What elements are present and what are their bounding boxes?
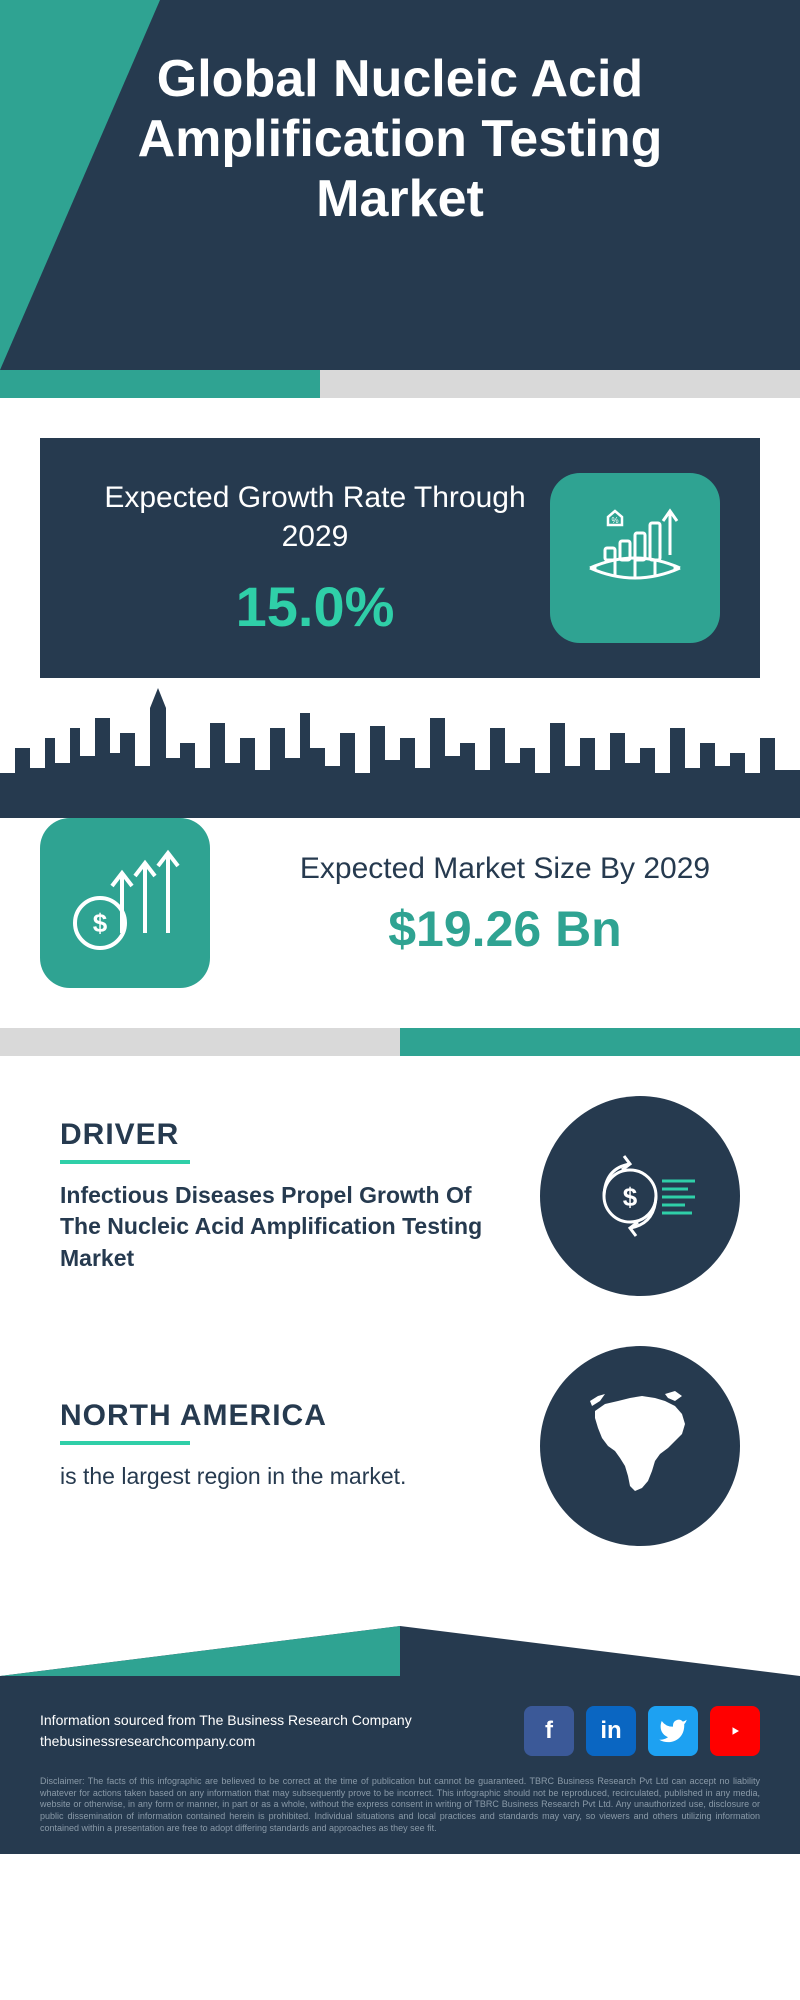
source-line-1: Information sourced from The Business Re… [40, 1710, 412, 1731]
social-icons: f in [524, 1706, 760, 1756]
underline-accent [60, 1160, 190, 1164]
growth-rate-value: 15.0% [80, 574, 550, 639]
page-title: Global Nucleic Acid Amplification Testin… [60, 50, 740, 229]
dollar-growth-icon: $ [40, 818, 210, 988]
market-size-value: $19.26 Bn [250, 900, 760, 958]
growth-rate-label: Expected Growth Rate Through 2029 [80, 478, 550, 556]
region-title: NORTH AMERICA [60, 1399, 510, 1433]
growth-rate-panel: Expected Growth Rate Through 2029 15.0% [40, 438, 760, 678]
header-banner: Global Nucleic Acid Amplification Testin… [0, 0, 800, 370]
youtube-icon[interactable] [710, 1706, 760, 1756]
svg-text:$: $ [623, 1182, 638, 1212]
driver-section: DRIVER Infectious Diseases Propel Growth… [60, 1096, 740, 1296]
market-size-panel: $ Expected Market Size By 2029 $19.26 Bn [40, 818, 760, 988]
dollar-exchange-icon: $ [540, 1096, 740, 1296]
footer: Information sourced from The Business Re… [0, 1676, 800, 1854]
skyline-decoration [0, 678, 800, 818]
twitter-icon[interactable] [648, 1706, 698, 1756]
linkedin-icon[interactable]: in [586, 1706, 636, 1756]
disclaimer-text: Disclaimer: The facts of this infographi… [40, 1776, 760, 1834]
market-size-label: Expected Market Size By 2029 [250, 849, 760, 888]
driver-title: DRIVER [60, 1118, 510, 1152]
svg-text:$: $ [93, 908, 108, 938]
region-section: NORTH AMERICA is the largest region in t… [60, 1346, 740, 1546]
header-accent-bar [0, 370, 800, 398]
region-description: is the largest region in the market. [60, 1461, 510, 1492]
driver-description: Infectious Diseases Propel Growth Of The… [60, 1180, 510, 1273]
growth-chart-icon: % [550, 473, 720, 643]
underline-accent [60, 1441, 190, 1445]
mid-accent-bar [0, 1028, 800, 1056]
svg-text:%: % [611, 516, 618, 525]
facebook-icon[interactable]: f [524, 1706, 574, 1756]
source-line-2: thebusinessresearchcompany.com [40, 1731, 412, 1752]
north-america-map-icon [540, 1346, 740, 1546]
